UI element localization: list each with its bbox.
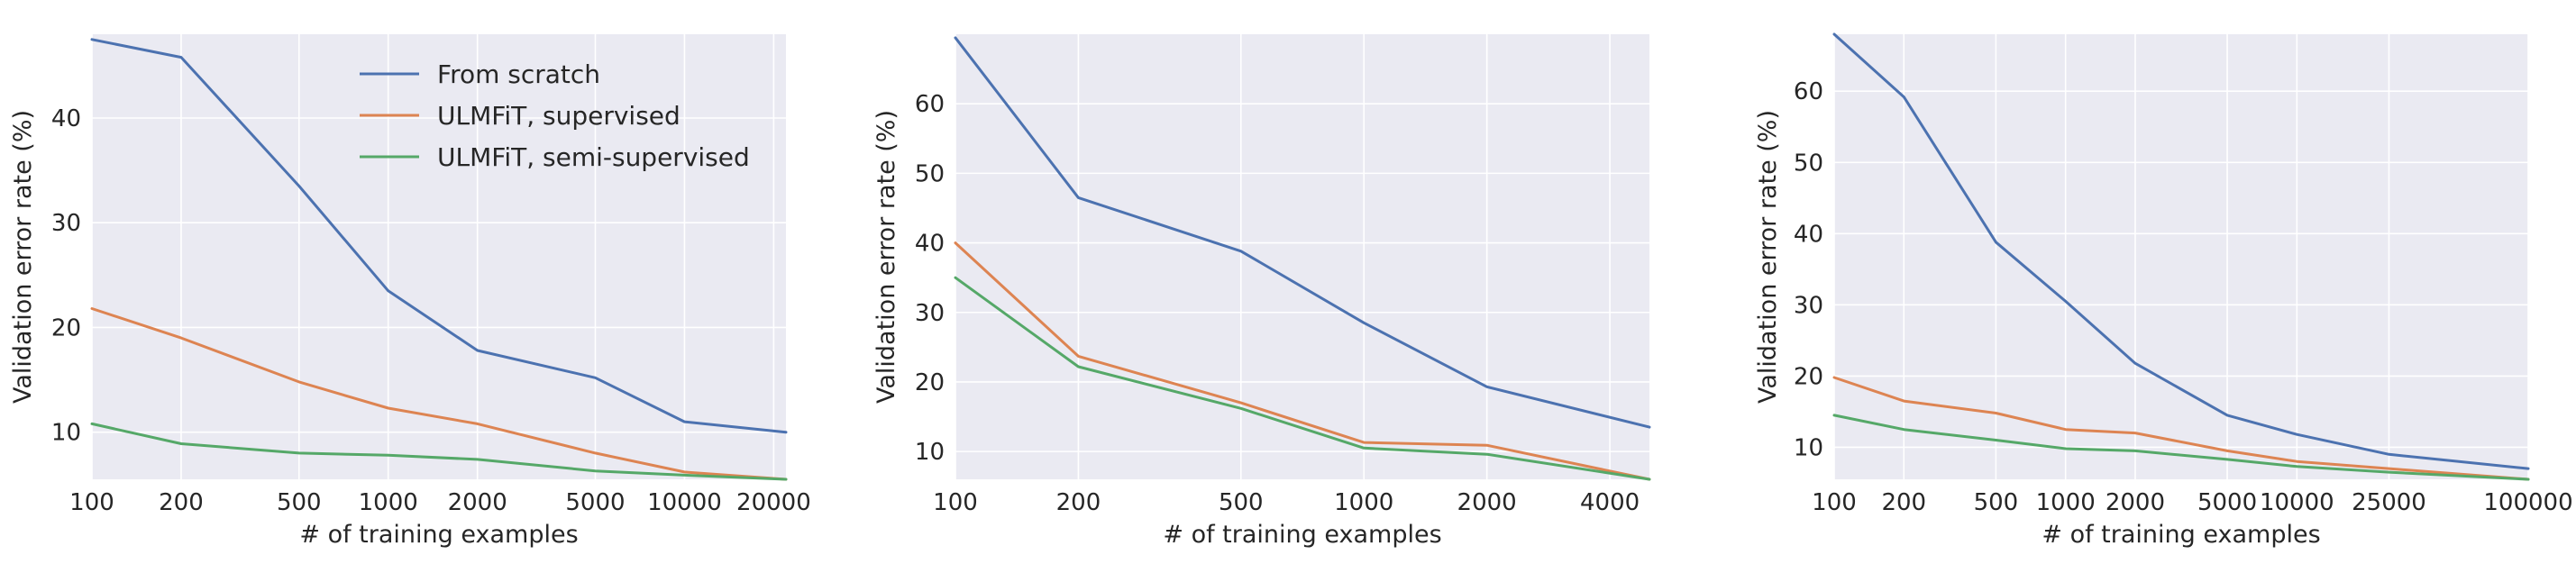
- x-tick-label: 10000: [647, 489, 722, 516]
- x-tick-label: 100: [1812, 489, 1857, 516]
- y-tick-label: 20: [915, 369, 945, 396]
- y-tick-label: 10: [51, 420, 81, 447]
- series-line-ulmfit-supervised: [90, 307, 788, 481]
- series-line-from-scratch: [90, 38, 788, 434]
- legend-label: From scratch: [437, 59, 600, 89]
- plot-area: [955, 34, 1649, 479]
- x-tick-label: 100: [69, 489, 114, 516]
- x-tick-label: 2000: [2106, 489, 2165, 516]
- y-tick-label: 20: [1794, 363, 1823, 390]
- chart-panel-1: 100 200 500 1000 2000 5000 10000 20000 10 20 30 40 #…: [9, 34, 811, 549]
- x-tick-label: 1000: [2036, 489, 2096, 516]
- legend-label: ULMFiT, semi-supervised: [437, 142, 750, 172]
- legend-label: ULMFiT, supervised: [437, 101, 681, 131]
- y-tick-label: 20: [51, 314, 81, 341]
- x-tick-label: 200: [159, 489, 204, 516]
- x-tick-label: 500: [1219, 489, 1264, 516]
- x-tick-label: 500: [1974, 489, 2019, 516]
- y-axis-label: Validation error rate (%): [1754, 110, 1782, 404]
- y-tick-label: 10: [915, 439, 945, 466]
- y-tick-label: 10: [1794, 434, 1823, 461]
- y-tick-label: 60: [1794, 78, 1823, 105]
- series-line-ulmfit-semi-supervised: [954, 276, 1651, 481]
- series-line-ulmfit-supervised: [954, 241, 1651, 481]
- x-tick-label: 200: [1881, 489, 1926, 516]
- y-tick-label: 60: [915, 91, 945, 118]
- x-tick-label: 5000: [565, 489, 625, 516]
- x-tick-label: 10000: [2260, 489, 2334, 516]
- x-tick-label: 500: [277, 489, 322, 516]
- series-line-from-scratch: [954, 36, 1651, 429]
- x-tick-label: 200: [1056, 489, 1101, 516]
- y-tick-label: 40: [915, 231, 945, 258]
- legend: From scratch ULMFiT, supervised ULMFiT, se…: [360, 59, 750, 172]
- x-tick-label: 1000: [359, 489, 418, 516]
- x-tick-label: 4000: [1580, 489, 1640, 516]
- y-tick-label: 40: [51, 105, 81, 132]
- x-axis-label: # of training examples: [2042, 521, 2320, 549]
- x-tick-label: 5000: [2197, 489, 2257, 516]
- plot-area: [1834, 34, 2528, 479]
- y-tick-label: 30: [1794, 292, 1823, 319]
- chart-panel-3: 100 200 500 1000 2000 5000 10000 25000 100000 10 2…: [1754, 32, 2573, 549]
- x-tick-label: 20000: [736, 489, 811, 516]
- plot-area: [92, 34, 786, 479]
- x-axis-label: # of training examples: [1163, 521, 1441, 549]
- x-tick-label: 1000: [1334, 489, 1393, 516]
- y-tick-label: 30: [915, 300, 945, 327]
- x-tick-label: 100: [933, 489, 978, 516]
- x-tick-label: 100000: [2483, 489, 2572, 516]
- y-axis-label: Validation error rate (%): [9, 110, 37, 404]
- y-axis-label: Validation error rate (%): [872, 110, 900, 404]
- y-tick-label: 50: [915, 160, 945, 187]
- x-axis-label: # of training examples: [299, 521, 578, 549]
- x-tick-label: 2000: [1457, 489, 1517, 516]
- series-line-from-scratch: [1832, 32, 2530, 470]
- x-tick-label: 25000: [2352, 489, 2426, 516]
- y-tick-label: 50: [1794, 150, 1823, 177]
- chart-panel-2: 100 200 500 1000 2000 4000 10 20 30 40 50 60 # of tr…: [872, 34, 1651, 549]
- x-tick-label: 2000: [448, 489, 507, 516]
- series-line-ulmfit-semi-supervised: [1832, 414, 2530, 481]
- series-line-ulmfit-semi-supervised: [90, 422, 788, 481]
- series-line-ulmfit-supervised: [1832, 376, 2530, 481]
- y-tick-label: 40: [1794, 221, 1823, 248]
- y-tick-label: 30: [51, 210, 81, 237]
